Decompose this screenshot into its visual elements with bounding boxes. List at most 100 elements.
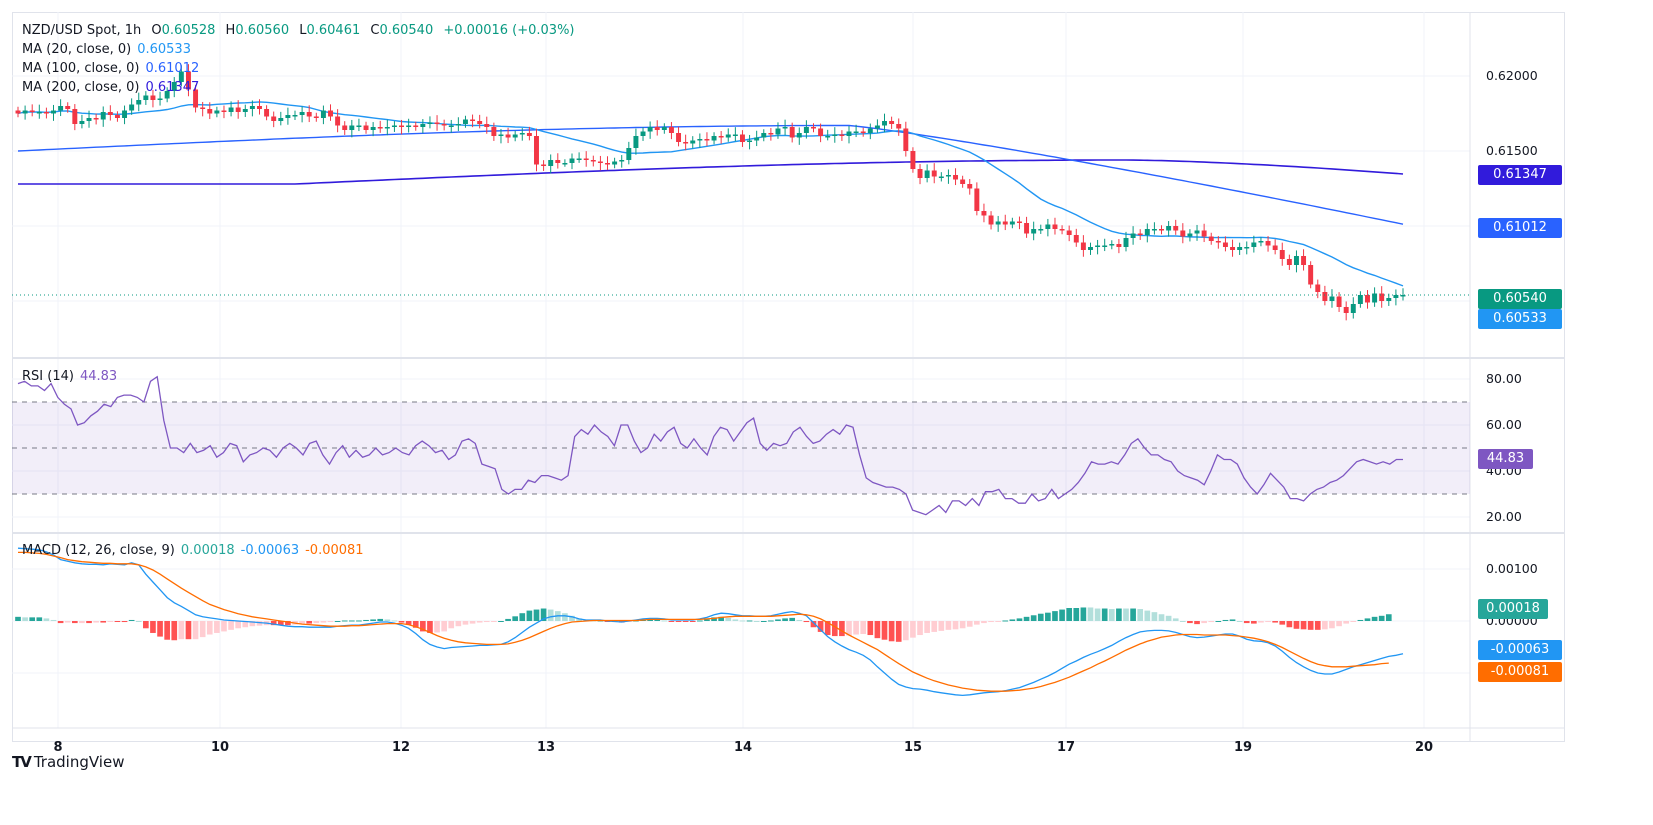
brand[interactable]: TV TradingView — [12, 753, 124, 771]
macd-histogram-bar — [1343, 621, 1350, 624]
candle-body — [1166, 226, 1172, 231]
time-label: 20 — [1414, 740, 1434, 755]
candle-body — [51, 110, 56, 114]
candle-body — [519, 133, 525, 135]
candle-body — [605, 163, 610, 165]
candle-body — [633, 136, 639, 148]
candle-body — [193, 89, 199, 108]
candle-body — [477, 121, 483, 124]
macd-histogram-bar — [1158, 614, 1165, 621]
candle-body — [285, 115, 291, 118]
macd-signal-tag: -0.00081 — [1478, 662, 1562, 682]
ma20-legend[interactable]: MA (20, close, 0) 0.60533 — [22, 41, 191, 59]
macd-histogram-bar — [704, 619, 710, 621]
macd-histogram-bar — [1187, 621, 1193, 624]
macd-histogram-bar — [540, 608, 547, 621]
ma20-label: MA (20, close, 0) — [22, 42, 132, 57]
macd-legend[interactable]: MACD (12, 26, close, 9) 0.00018 -0.00063 -0… — [22, 542, 364, 560]
time-label: 8 — [53, 740, 63, 755]
time-label: 10 — [210, 740, 230, 755]
candle-body — [548, 160, 554, 166]
candle-body — [264, 109, 270, 117]
macd-histogram-bar — [526, 610, 533, 621]
close-value: 0.60540 — [379, 23, 434, 38]
candle-body — [747, 140, 753, 142]
candle-body — [867, 128, 873, 133]
macd-histogram-bar — [1229, 619, 1236, 621]
macd-histogram-bar — [192, 621, 199, 640]
candle-body — [320, 110, 326, 118]
macd-histogram-bar — [902, 621, 909, 641]
candle-body — [1109, 244, 1115, 246]
candle-body — [1336, 296, 1342, 307]
rsi-legend[interactable]: RSI (14) 44.83 — [22, 368, 117, 386]
macd-histogram-bar — [427, 621, 433, 633]
candle-body — [1251, 242, 1257, 247]
candle-body — [363, 125, 369, 130]
candle-body — [1265, 241, 1271, 246]
macd-histogram-bar — [1087, 607, 1094, 621]
macd-histogram-bar — [1329, 621, 1335, 629]
macd-histogram-bar — [277, 621, 284, 626]
ma100-legend[interactable]: MA (100, close, 0) 0.61012 — [22, 60, 199, 78]
candle-body — [1208, 236, 1214, 241]
macd-histogram-bar — [675, 621, 682, 622]
macd-histogram-bar — [36, 617, 43, 621]
candle-body — [1258, 241, 1264, 243]
macd-histogram-bar — [895, 621, 902, 642]
candle-body — [768, 133, 774, 135]
ma200-legend[interactable]: MA (200, close, 0) 0.61347 — [22, 79, 199, 97]
macd-histogram-bar — [157, 621, 163, 637]
macd-histogram-bar — [1037, 613, 1044, 621]
candle-body — [1393, 295, 1399, 298]
candle-body — [1130, 233, 1136, 238]
time-label: 15 — [903, 740, 923, 755]
candle-body — [988, 215, 994, 225]
macd-histogram-bar — [285, 621, 291, 626]
macd-histogram-bar — [107, 621, 114, 622]
candle-body — [1194, 230, 1200, 234]
macd-histogram-bar — [491, 621, 497, 622]
candle-body — [65, 106, 71, 109]
macd-histogram-bar — [725, 617, 732, 621]
candle-body — [164, 91, 170, 99]
macd-signal-value: -0.00081 — [305, 543, 364, 558]
macd-histogram-bar — [1258, 621, 1264, 623]
macd-histogram-bar — [348, 620, 355, 622]
candle-body — [654, 127, 660, 130]
macd-histogram-bar — [1336, 621, 1342, 627]
candle-body — [903, 128, 909, 151]
candle-body — [910, 151, 916, 169]
candle-body — [704, 139, 710, 141]
candle-body — [484, 124, 490, 127]
macd-histogram-bar — [1272, 621, 1278, 623]
macd-histogram-bar — [711, 617, 717, 621]
macd-histogram-bar — [128, 619, 135, 621]
time-label: 19 — [1233, 740, 1253, 755]
symbol-title[interactable]: NZD/USD Spot, 1h — [22, 23, 142, 38]
candle-body — [1095, 245, 1101, 247]
candle-body — [1230, 247, 1236, 250]
candle-body — [590, 160, 596, 162]
close-label: C — [370, 23, 380, 38]
macd-histogram-bar — [1059, 609, 1065, 621]
macd-histogram-bar — [817, 621, 824, 632]
candle-body — [690, 140, 696, 144]
candle-body — [562, 163, 568, 165]
candle-body — [335, 116, 341, 126]
candle-body — [462, 119, 468, 124]
candle-body — [1187, 233, 1193, 237]
macd-histogram-bar — [881, 621, 888, 640]
candle-body — [1080, 242, 1086, 250]
macd-histogram-bar — [100, 621, 107, 623]
candle-body — [427, 122, 433, 124]
macd-histogram-bar — [562, 613, 568, 621]
candle-body — [860, 131, 866, 133]
macd-histogram-bar — [341, 620, 348, 622]
macd-histogram-bar — [654, 619, 661, 621]
macd-histogram-bar — [1243, 621, 1250, 624]
macd-histogram-bar — [455, 621, 462, 627]
candle-body — [1279, 250, 1285, 259]
macd-histogram-bar — [327, 621, 334, 623]
